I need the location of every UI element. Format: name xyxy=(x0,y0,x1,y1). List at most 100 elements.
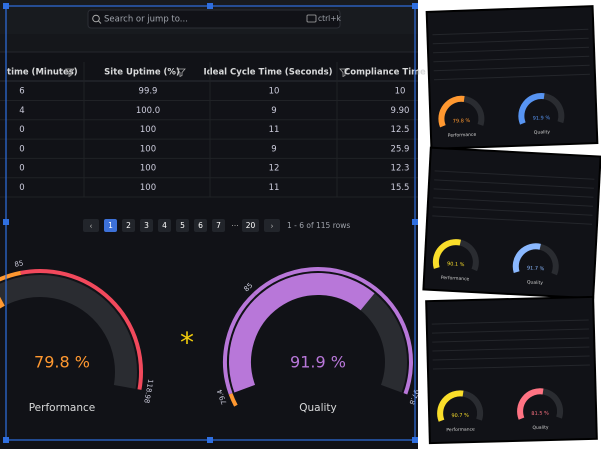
thumbnail-gauge-fill xyxy=(518,93,545,125)
thumbnail-gauge-fill xyxy=(512,243,541,274)
page-button[interactable] xyxy=(194,219,207,232)
thumbnail-row xyxy=(434,170,595,180)
threshold-band xyxy=(0,270,22,282)
table-cell: 10 xyxy=(269,87,280,97)
column-header[interactable]: time (Minutes) xyxy=(7,68,78,78)
thumbnail-gauge-fill xyxy=(432,239,462,269)
page-button[interactable] xyxy=(122,219,135,232)
selection-handle[interactable] xyxy=(412,3,418,9)
table-cell: 9.90 xyxy=(391,106,410,116)
page-button[interactable] xyxy=(104,219,117,232)
page-number: 6 xyxy=(198,221,203,230)
column-header[interactable]: Site Uptime (%) xyxy=(104,68,180,78)
page-button[interactable] xyxy=(242,219,259,232)
selection-handle[interactable] xyxy=(3,437,9,443)
page-number: 5 xyxy=(180,221,185,230)
table-cell: 0 xyxy=(19,144,24,154)
thumbnail-gauge-value: 81.5 % xyxy=(531,411,549,417)
column-header[interactable]: Ideal Cycle Time (Seconds) xyxy=(203,68,332,78)
ellipsis: ··· xyxy=(231,222,239,231)
thumbnail-row xyxy=(433,46,590,54)
thumbnail-row xyxy=(433,197,594,207)
thumbnail-row xyxy=(433,55,590,63)
thumbnail-row xyxy=(433,188,594,198)
selection-handle[interactable] xyxy=(412,219,418,225)
page-number: 20 xyxy=(246,221,256,230)
thumbnail[interactable]: 90.1 % Performance 91.7 % Quality xyxy=(422,146,601,300)
table-cell: 100 xyxy=(140,125,156,135)
prev-icon: ‹ xyxy=(89,222,92,231)
table-cell: 0 xyxy=(19,183,24,193)
thumbnail-gauge-title: Performance xyxy=(441,275,470,282)
thumbnail-row xyxy=(432,28,589,36)
filter-icon[interactable] xyxy=(339,68,349,78)
gauge-value: 91.9 % xyxy=(290,353,346,372)
thumbnail-gauge-value: 79.8 % xyxy=(453,118,471,125)
page-button[interactable] xyxy=(176,219,189,232)
table-cell: 6 xyxy=(19,87,24,97)
thumbnail-gauge-fill xyxy=(438,95,465,128)
search-icon xyxy=(92,14,100,23)
thumbnail-gauge-fill xyxy=(437,390,464,422)
table-cell: 4 xyxy=(19,106,24,116)
table-cell: 100.0 xyxy=(136,106,160,116)
page-number: 4 xyxy=(162,221,167,230)
search-shortcut: ctrl+k xyxy=(318,14,342,23)
page-button[interactable] xyxy=(140,219,153,232)
column-header[interactable]: Compliance Time (S xyxy=(344,68,439,78)
thumbnail-row xyxy=(434,179,594,189)
selection-handle[interactable] xyxy=(207,437,213,443)
prev-page[interactable] xyxy=(83,219,99,232)
table-cell: 9 xyxy=(271,144,276,154)
table-cell: 25.9 xyxy=(391,144,410,154)
selection-handle[interactable] xyxy=(412,437,418,443)
selection-handle[interactable] xyxy=(3,3,9,9)
threshold-band xyxy=(228,393,238,407)
filter-icon[interactable] xyxy=(65,68,75,78)
table-cell: 99.9 xyxy=(139,87,158,97)
thumbnail-row xyxy=(432,37,589,45)
search-box[interactable] xyxy=(87,9,341,29)
keyboard-icon xyxy=(306,14,317,23)
thumbnail[interactable]: 90.7 % Performance 81.5 % Quality xyxy=(425,295,598,445)
table-cell: 12 xyxy=(269,164,280,174)
thumbnail-gauge-value: 91.7 % xyxy=(527,265,545,272)
next-icon: › xyxy=(270,222,273,231)
table-cell: 100 xyxy=(140,144,156,154)
thumbnail-gauge-fill xyxy=(517,388,544,420)
thumbnail-gauge-value: 90.7 % xyxy=(451,413,469,419)
filter-icon[interactable] xyxy=(176,68,186,78)
gauge-title: Performance xyxy=(29,402,96,414)
page-number: 7 xyxy=(216,221,221,230)
toolbar xyxy=(0,34,418,52)
thumbnail-gauge-title: Performance xyxy=(446,426,475,433)
thumbnail-row xyxy=(433,64,590,72)
thumbnail-bg xyxy=(427,297,596,443)
page-button[interactable] xyxy=(212,219,225,232)
page-button[interactable] xyxy=(158,219,171,232)
gauge-value: 79.8 % xyxy=(34,353,90,372)
pagination-summary: 1 - 6 of 115 rows xyxy=(287,221,350,230)
thumbnail-gauge-title: Quality xyxy=(532,425,549,431)
search-placeholder: Search or jump to... xyxy=(104,15,188,25)
thumbnail-row xyxy=(431,319,589,325)
page-number: 1 xyxy=(108,221,113,230)
thumbnail-row xyxy=(432,215,593,225)
threshold-band xyxy=(20,269,143,390)
table-cell: 12.3 xyxy=(391,164,410,174)
next-page[interactable] xyxy=(264,219,280,232)
thumbnail-row xyxy=(434,73,590,81)
thumbnail-gauge-title: Quality xyxy=(527,279,544,286)
selection-handle[interactable] xyxy=(3,219,9,225)
selection-handle[interactable] xyxy=(207,3,213,9)
thumbnail-row xyxy=(432,364,590,370)
search-icon xyxy=(98,20,102,24)
table-cell: 100 xyxy=(140,164,156,174)
thumbnail-gauge-title: Performance xyxy=(448,132,477,139)
thumbnail[interactable]: 79.8 % Performance 91.9 % Quality xyxy=(425,5,599,150)
page-number: 2 xyxy=(126,221,131,230)
table-cell: 10 xyxy=(395,87,406,97)
table-cell: 9 xyxy=(271,106,276,116)
